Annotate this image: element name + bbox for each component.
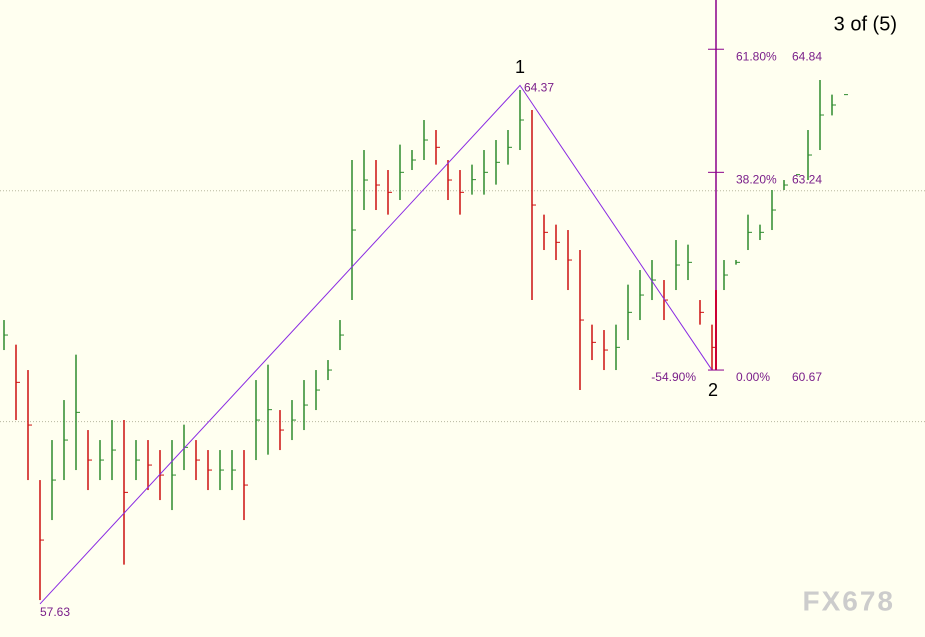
wave-label: 1 (515, 57, 525, 77)
price-label: 57.63 (40, 605, 70, 619)
price-label: 64.37 (524, 81, 554, 95)
fib-percent: 61.80% (736, 49, 777, 63)
fib-percent: 38.20% (736, 173, 777, 187)
fib-price: 63.24 (792, 173, 822, 187)
watermark: FX678 (803, 585, 896, 616)
wave-line (39, 84, 713, 605)
wave-label: 2 (708, 380, 718, 400)
fib-price: 64.84 (792, 49, 822, 63)
fib-price: 60.67 (792, 370, 822, 384)
extension-label: -54.90% (651, 370, 696, 384)
fib-percent: 0.00% (736, 370, 770, 384)
chart-title: 3 of (5) (834, 13, 897, 35)
